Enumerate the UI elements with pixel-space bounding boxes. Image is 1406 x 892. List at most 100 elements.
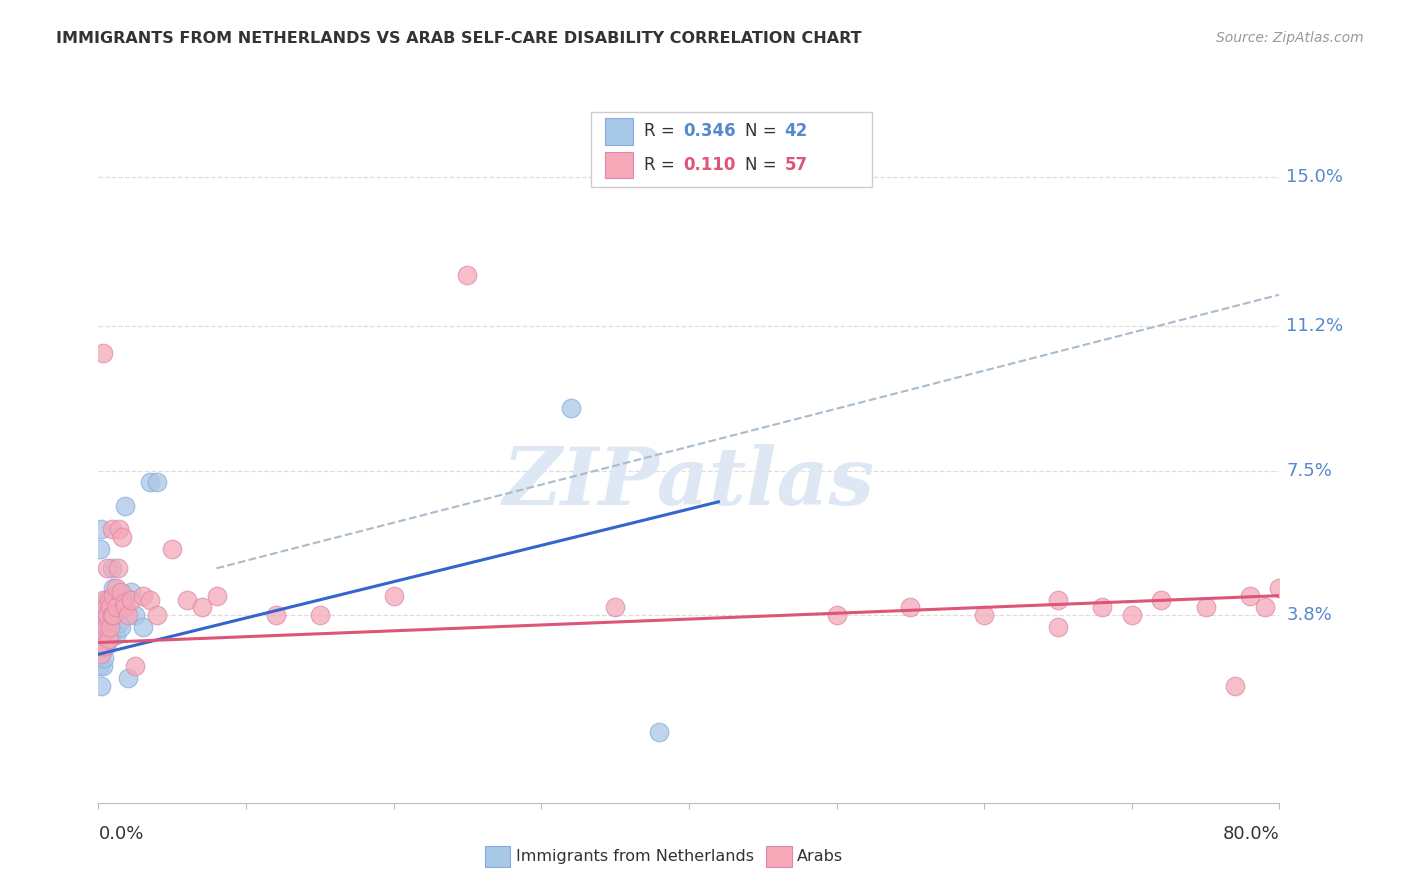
Text: 57: 57: [785, 156, 807, 174]
Point: [103, 608, 125, 623]
Point: [94, 592, 117, 607]
Point: [93, 620, 115, 634]
Point: [97, 632, 120, 646]
Point: [100, 561, 122, 575]
Point: [96, 620, 118, 634]
Point: [1239, 589, 1261, 603]
Point: [105, 581, 128, 595]
Point: [108, 615, 131, 630]
Point: [139, 475, 162, 490]
Text: 0.346: 0.346: [683, 122, 735, 140]
Point: [89, 541, 111, 556]
Point: [91, 592, 114, 607]
Point: [110, 584, 132, 599]
Point: [900, 600, 922, 615]
Point: [162, 541, 183, 556]
Point: [120, 584, 142, 599]
Point: [108, 522, 131, 536]
Point: [97, 592, 120, 607]
Point: [98, 608, 121, 623]
Point: [382, 589, 405, 603]
Point: [96, 608, 118, 623]
Point: [91, 659, 114, 673]
Point: [97, 632, 120, 646]
Point: [1223, 679, 1246, 693]
Point: [176, 592, 198, 607]
Text: 42: 42: [785, 122, 808, 140]
Point: [90, 600, 112, 615]
Text: 0.0%: 0.0%: [98, 825, 143, 843]
Point: [89, 640, 111, 654]
Point: [105, 600, 128, 615]
Point: [139, 592, 162, 607]
Text: N =: N =: [745, 122, 782, 140]
Text: 3.8%: 3.8%: [1286, 607, 1333, 624]
Point: [107, 561, 129, 575]
Point: [120, 592, 142, 607]
Text: R =: R =: [644, 122, 681, 140]
Point: [93, 651, 115, 665]
Text: 7.5%: 7.5%: [1286, 461, 1333, 480]
Text: 15.0%: 15.0%: [1286, 169, 1344, 186]
Text: 11.2%: 11.2%: [1286, 317, 1344, 334]
Point: [90, 647, 112, 661]
Text: 80.0%: 80.0%: [1223, 825, 1279, 843]
Point: [1195, 600, 1218, 615]
Point: [89, 608, 111, 623]
Point: [91, 632, 114, 646]
Text: ZIPatlas: ZIPatlas: [503, 444, 875, 522]
Point: [94, 600, 117, 615]
Point: [146, 475, 169, 490]
Point: [105, 628, 128, 642]
Point: [91, 628, 114, 642]
Point: [973, 608, 995, 623]
Point: [191, 600, 214, 615]
Point: [103, 589, 125, 603]
Point: [93, 608, 115, 623]
Point: [132, 589, 155, 603]
Point: [309, 608, 332, 623]
Point: [124, 659, 146, 673]
Point: [132, 620, 155, 634]
Text: N =: N =: [745, 156, 782, 174]
Point: [98, 600, 121, 615]
Point: [605, 600, 627, 615]
Point: [98, 592, 121, 607]
Point: [825, 608, 848, 623]
Point: [110, 620, 132, 634]
Point: [100, 628, 122, 642]
Point: [1150, 592, 1173, 607]
Point: [100, 608, 122, 623]
Point: [648, 725, 671, 739]
Point: [1268, 581, 1291, 595]
Point: [96, 561, 118, 575]
Point: [90, 628, 112, 642]
Point: [1046, 620, 1069, 634]
Point: [117, 608, 139, 623]
Point: [114, 499, 136, 513]
Text: R =: R =: [644, 156, 681, 174]
Point: [94, 640, 117, 654]
Point: [264, 608, 287, 623]
Point: [89, 659, 111, 673]
Point: [111, 530, 134, 544]
Text: Immigrants from Netherlands: Immigrants from Netherlands: [516, 849, 754, 863]
Point: [90, 600, 112, 615]
Point: [124, 608, 146, 623]
Point: [560, 401, 582, 415]
Point: [114, 600, 136, 615]
Point: [146, 608, 169, 623]
Point: [103, 608, 125, 623]
Text: IMMIGRANTS FROM NETHERLANDS VS ARAB SELF-CARE DISABILITY CORRELATION CHART: IMMIGRANTS FROM NETHERLANDS VS ARAB SELF…: [56, 31, 862, 46]
Point: [97, 600, 120, 615]
Point: [111, 592, 134, 607]
Point: [90, 647, 112, 661]
Point: [93, 640, 115, 654]
Point: [90, 522, 112, 536]
Point: [94, 615, 117, 630]
Point: [90, 679, 112, 693]
Point: [100, 522, 122, 536]
Point: [1046, 592, 1069, 607]
Point: [1091, 600, 1114, 615]
Text: 0.110: 0.110: [683, 156, 735, 174]
